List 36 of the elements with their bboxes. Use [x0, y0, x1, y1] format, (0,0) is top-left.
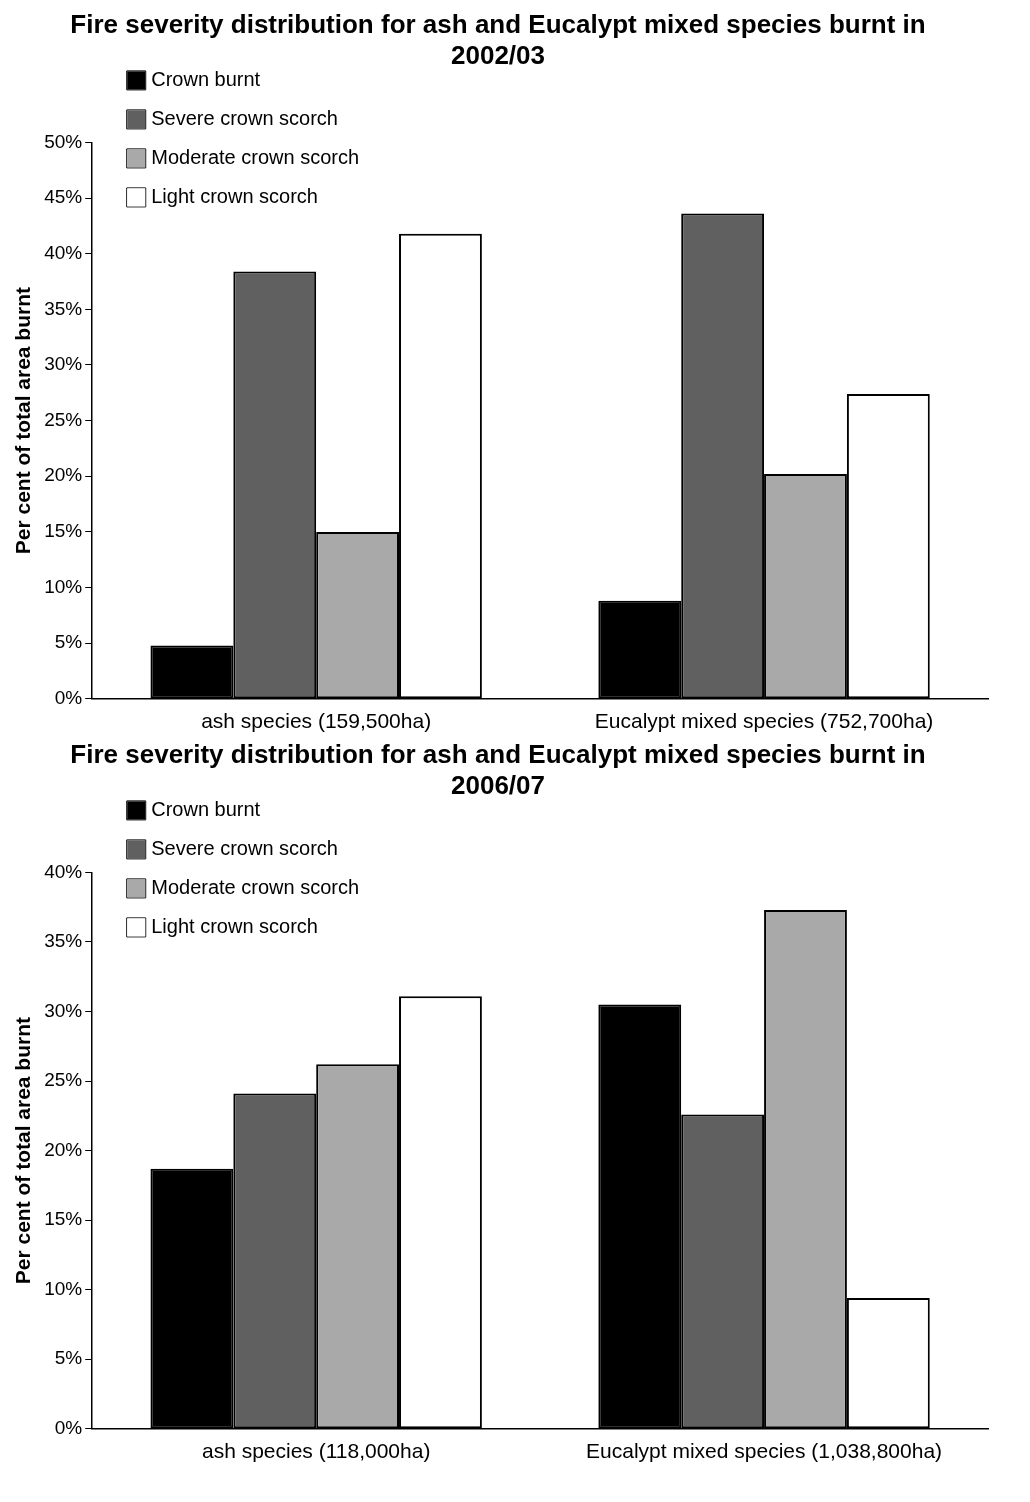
y-tick-label: 25% [44, 1069, 83, 1091]
y-tick-label: 15% [44, 1208, 83, 1230]
x-tick-label: Eucalypt mixed species (1,038,800ha) [586, 1439, 943, 1463]
y-tick-label: 0% [54, 687, 83, 709]
y-tick-label: 35% [44, 930, 83, 952]
y-tick-label: 45% [44, 186, 83, 208]
y-tick-label: 30% [44, 999, 83, 1021]
y-tick-label: 5% [54, 631, 83, 653]
x-tick-label: Eucalypt mixed species (752,700ha) [594, 709, 934, 733]
y-tick-label: 10% [44, 1277, 83, 1299]
y-tick-label: 20% [44, 1138, 83, 1160]
y-tick-label: 30% [44, 353, 83, 375]
legend-label: Light crown scorch [151, 914, 318, 937]
legend-label: Severe crown scorch [151, 836, 338, 859]
legend-label: Light crown scorch [151, 184, 318, 207]
y-tick-label: 50% [44, 130, 83, 152]
x-tick-label: ash species (159,500ha) [201, 709, 432, 733]
y-tick-label: 20% [44, 464, 83, 486]
legend-label: Severe crown scorch [151, 106, 338, 129]
legend-label: Crown burnt [151, 67, 261, 90]
x-tick-label: ash species (118,000ha) [201, 1439, 431, 1463]
y-tick-label: 40% [44, 241, 83, 263]
legend-label: Moderate crown scorch [151, 145, 360, 168]
y-tick-label: 25% [44, 408, 83, 430]
y-tick-label: 10% [44, 575, 83, 597]
y-axis-title: Per cent of total area burnt [11, 286, 35, 555]
y-axis-title: Per cent of total area burnt [11, 1016, 35, 1285]
y-tick-label: 5% [54, 1347, 83, 1369]
y-tick-label: 15% [44, 520, 83, 542]
y-tick-label: 0% [54, 1417, 83, 1439]
y-tick-label: 35% [44, 297, 83, 319]
legend-label: Crown burnt [151, 797, 261, 820]
y-tick-label: 40% [44, 860, 83, 882]
chart-title: Fire severity distribution for ash and Eucalypt mixed species burnt in 2006/07 [70, 738, 926, 800]
chart-title: Fire severity distribution for ash and Eucalypt mixed species burnt in 2002/03 [70, 8, 926, 70]
legend-label: Moderate crown scorch [151, 875, 360, 898]
